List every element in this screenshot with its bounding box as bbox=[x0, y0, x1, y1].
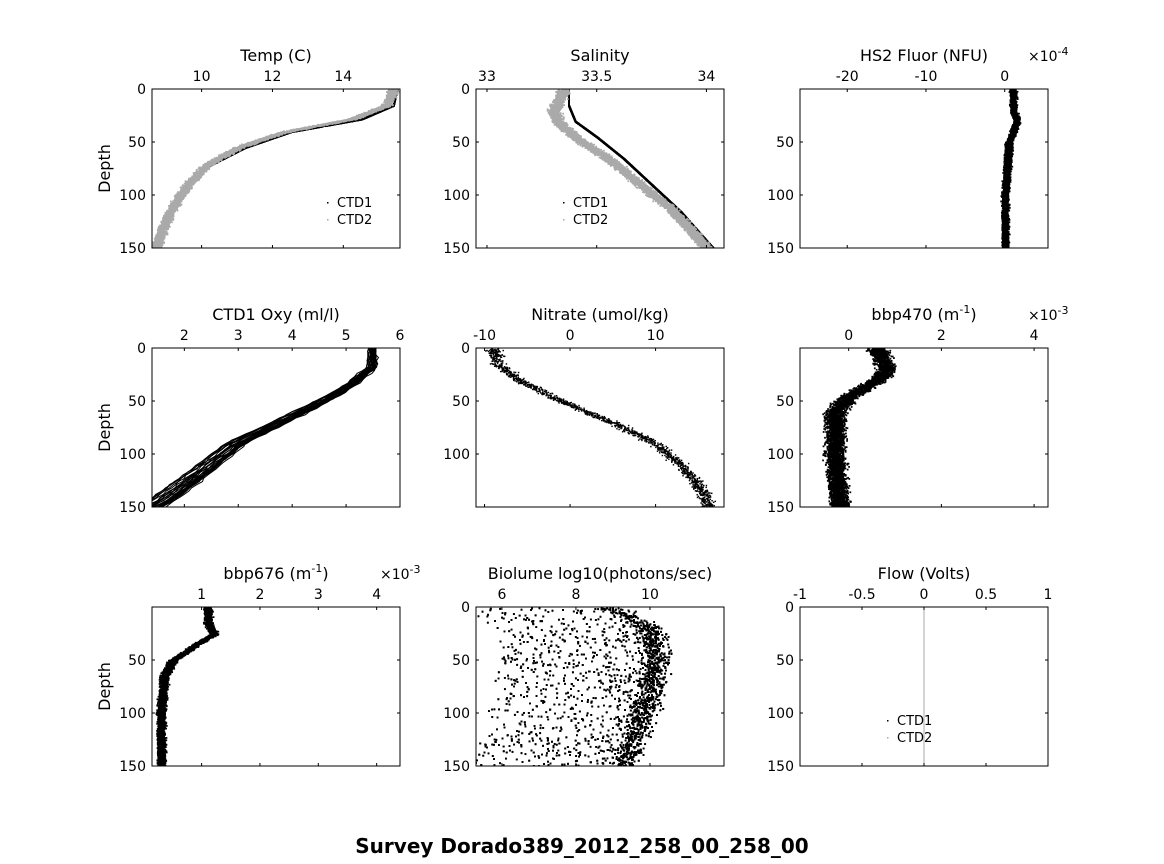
data-point bbox=[384, 108, 386, 111]
data-point bbox=[360, 118, 363, 121]
data-point bbox=[372, 113, 375, 116]
data-point bbox=[247, 145, 250, 148]
data-point bbox=[271, 137, 274, 140]
data-point bbox=[375, 112, 378, 114]
data-point bbox=[234, 152, 237, 155]
data-point bbox=[341, 122, 343, 124]
data-point bbox=[373, 113, 376, 115]
data-point bbox=[312, 127, 315, 130]
data-point bbox=[393, 103, 395, 106]
data-point bbox=[321, 125, 323, 128]
data-layer bbox=[152, 89, 400, 248]
data-point bbox=[245, 146, 247, 149]
data-point bbox=[246, 146, 248, 149]
data-point bbox=[366, 116, 369, 119]
data-point bbox=[354, 119, 357, 122]
data-point bbox=[356, 119, 359, 122]
data-point bbox=[333, 123, 336, 126]
data-point bbox=[394, 99, 396, 102]
data-point bbox=[241, 148, 244, 151]
data-point bbox=[188, 190, 191, 193]
data-point bbox=[369, 114, 372, 117]
data-point bbox=[285, 132, 288, 135]
data-point bbox=[314, 127, 316, 129]
data-point bbox=[197, 167, 200, 170]
data-point bbox=[388, 106, 391, 109]
data-point bbox=[367, 115, 370, 118]
data-point bbox=[377, 111, 380, 114]
data-point bbox=[328, 124, 331, 127]
data-point bbox=[218, 154, 220, 157]
data-point bbox=[275, 136, 278, 139]
data-point bbox=[336, 123, 338, 125]
data-point bbox=[391, 105, 394, 108]
data-point bbox=[317, 126, 320, 129]
data-point bbox=[319, 126, 322, 128]
data-point bbox=[274, 136, 276, 139]
data-point bbox=[279, 135, 282, 137]
data-point bbox=[353, 120, 355, 122]
data-point bbox=[339, 122, 342, 125]
data-point bbox=[261, 141, 263, 144]
data-point bbox=[393, 101, 396, 104]
data-point bbox=[325, 125, 328, 127]
data-point bbox=[344, 121, 347, 124]
data-point bbox=[262, 140, 265, 143]
data-point bbox=[257, 142, 260, 145]
data-point bbox=[365, 116, 367, 119]
data-point bbox=[342, 121, 345, 124]
data-point bbox=[358, 119, 361, 121]
data-point bbox=[387, 107, 390, 109]
data-point bbox=[222, 158, 225, 160]
data-point bbox=[385, 108, 388, 110]
data-point bbox=[316, 126, 319, 129]
data-point bbox=[266, 139, 269, 142]
data-point bbox=[362, 116, 365, 119]
data-point bbox=[359, 118, 362, 121]
data-point bbox=[394, 98, 397, 101]
data-point bbox=[282, 134, 285, 136]
data-point bbox=[258, 142, 261, 144]
data-point bbox=[235, 151, 238, 154]
data-point bbox=[315, 126, 317, 129]
data-point bbox=[379, 110, 381, 113]
data-point bbox=[303, 128, 306, 131]
data-point bbox=[347, 121, 350, 123]
data-point bbox=[270, 138, 272, 141]
data-point bbox=[329, 124, 332, 127]
data-point bbox=[237, 150, 239, 153]
data-point bbox=[251, 144, 254, 147]
data-point bbox=[199, 177, 201, 179]
data-point bbox=[350, 120, 353, 123]
data-point bbox=[363, 117, 366, 120]
data-point bbox=[357, 119, 360, 122]
data-point bbox=[380, 110, 383, 112]
data-point bbox=[331, 124, 333, 126]
